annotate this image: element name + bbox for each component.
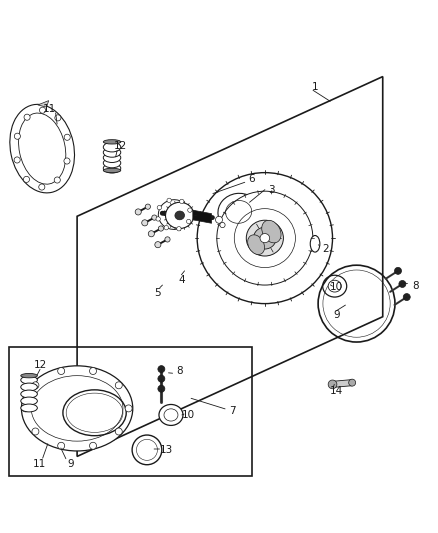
Circle shape [115, 428, 122, 435]
Circle shape [188, 208, 192, 212]
Circle shape [58, 368, 65, 375]
Text: 9: 9 [334, 310, 340, 319]
Text: 11: 11 [32, 459, 46, 469]
Circle shape [54, 177, 60, 183]
Circle shape [14, 133, 21, 139]
Text: 4: 4 [179, 274, 185, 285]
Text: 12: 12 [114, 141, 127, 151]
Circle shape [148, 231, 154, 237]
Polygon shape [38, 101, 49, 107]
Circle shape [142, 220, 148, 226]
Ellipse shape [103, 164, 121, 173]
Text: 9: 9 [67, 459, 74, 469]
Circle shape [165, 237, 170, 242]
Ellipse shape [103, 140, 121, 144]
Circle shape [64, 158, 70, 164]
Ellipse shape [328, 280, 341, 292]
Circle shape [158, 226, 163, 231]
Ellipse shape [175, 211, 184, 220]
Text: 1: 1 [312, 83, 318, 93]
Text: 13: 13 [160, 445, 173, 455]
Text: 8: 8 [177, 366, 183, 376]
Ellipse shape [21, 404, 37, 412]
Text: 7: 7 [229, 406, 235, 416]
Circle shape [164, 225, 169, 230]
Text: 8: 8 [412, 281, 419, 291]
Ellipse shape [246, 220, 283, 256]
Ellipse shape [197, 173, 332, 304]
Circle shape [158, 366, 165, 373]
Circle shape [22, 405, 29, 412]
Ellipse shape [310, 236, 320, 252]
Circle shape [220, 222, 225, 228]
Text: 11: 11 [43, 104, 56, 114]
Text: 10: 10 [329, 282, 343, 293]
Text: 6: 6 [248, 174, 255, 184]
Circle shape [115, 382, 122, 389]
Circle shape [215, 216, 223, 223]
Circle shape [58, 442, 65, 449]
Circle shape [145, 204, 150, 209]
Text: 2: 2 [323, 244, 329, 254]
Circle shape [399, 280, 406, 287]
Ellipse shape [21, 376, 37, 384]
Ellipse shape [21, 390, 37, 398]
Circle shape [135, 209, 141, 215]
Ellipse shape [247, 235, 265, 255]
Text: 10: 10 [182, 410, 195, 420]
Text: 3: 3 [268, 185, 275, 195]
Ellipse shape [21, 383, 37, 391]
Circle shape [32, 428, 39, 435]
Ellipse shape [103, 148, 121, 157]
Circle shape [152, 215, 157, 220]
Circle shape [32, 382, 39, 389]
Circle shape [39, 107, 46, 113]
Text: 14: 14 [330, 386, 343, 396]
Ellipse shape [103, 142, 121, 152]
Ellipse shape [254, 227, 276, 249]
Circle shape [167, 198, 171, 203]
Ellipse shape [262, 220, 281, 243]
Ellipse shape [217, 191, 313, 285]
Circle shape [349, 379, 356, 386]
Ellipse shape [323, 275, 347, 297]
Circle shape [403, 294, 410, 301]
Ellipse shape [260, 233, 270, 243]
Text: 5: 5 [155, 288, 161, 298]
Circle shape [155, 241, 161, 248]
Polygon shape [193, 210, 212, 223]
Circle shape [125, 405, 132, 412]
Ellipse shape [218, 193, 259, 231]
Circle shape [64, 134, 70, 140]
Circle shape [89, 368, 96, 375]
Ellipse shape [21, 374, 37, 378]
Ellipse shape [103, 153, 121, 163]
Text: 12: 12 [33, 360, 46, 370]
Circle shape [180, 199, 184, 204]
Circle shape [55, 115, 61, 121]
Circle shape [89, 442, 96, 449]
Ellipse shape [21, 366, 133, 451]
Circle shape [23, 176, 29, 182]
Ellipse shape [103, 158, 121, 168]
Ellipse shape [103, 168, 121, 173]
Circle shape [158, 385, 165, 392]
Polygon shape [332, 379, 352, 387]
Circle shape [158, 375, 165, 382]
Circle shape [24, 114, 30, 120]
Circle shape [177, 227, 181, 231]
Ellipse shape [21, 397, 37, 405]
Circle shape [157, 205, 162, 210]
Circle shape [156, 217, 160, 221]
Circle shape [14, 157, 20, 163]
Circle shape [187, 219, 191, 224]
Ellipse shape [166, 203, 194, 229]
Circle shape [395, 268, 402, 274]
Ellipse shape [159, 405, 183, 425]
Ellipse shape [10, 104, 74, 193]
Circle shape [39, 184, 45, 190]
Circle shape [328, 380, 337, 389]
Ellipse shape [164, 409, 178, 421]
